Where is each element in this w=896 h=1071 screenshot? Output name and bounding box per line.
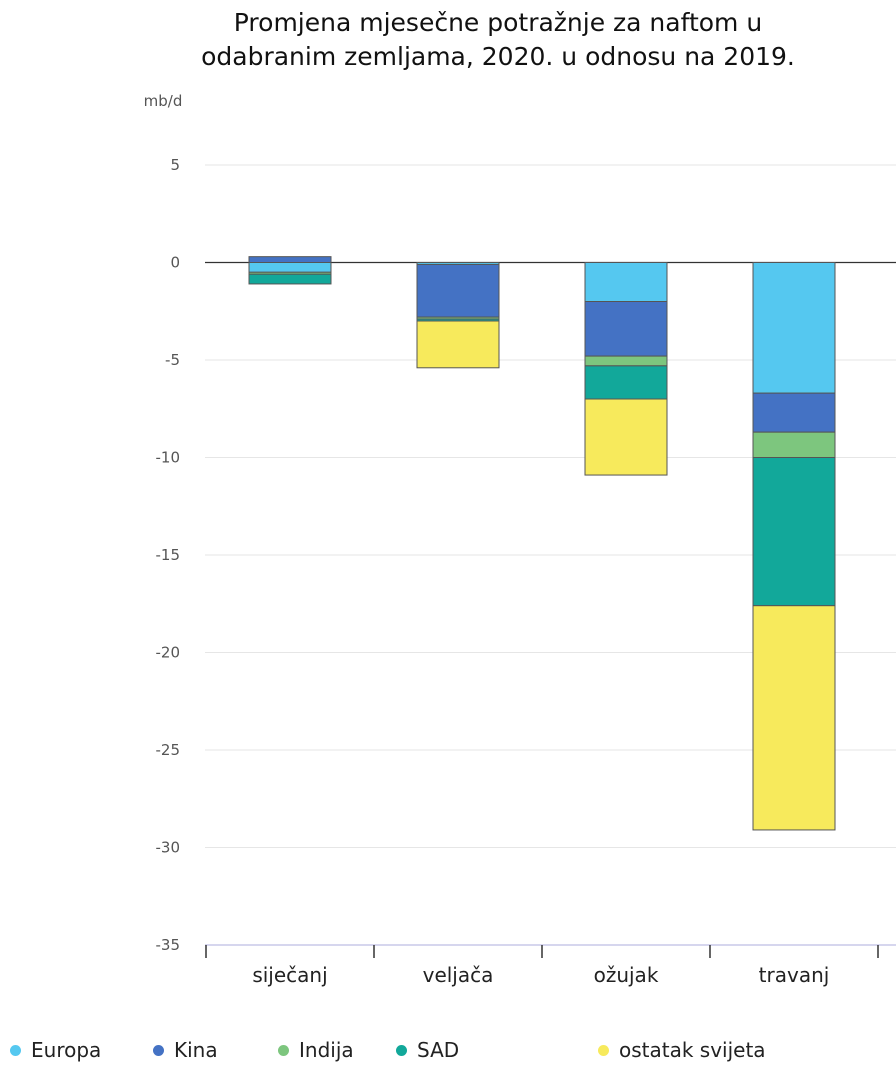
bar-segment xyxy=(248,256,332,263)
legend-label: Europa xyxy=(31,1038,102,1062)
legend-dot-icon xyxy=(10,1044,21,1056)
bar-segment xyxy=(584,398,668,476)
bar-segment xyxy=(248,273,332,285)
bar-segment xyxy=(248,262,332,273)
bar-segment xyxy=(752,605,836,831)
legend-dot-icon xyxy=(598,1044,609,1056)
bar-segment xyxy=(752,392,836,433)
bar-segment xyxy=(584,262,668,302)
stacked-bar-chart: mb/d 5 0 -5 -10 -15 -20 -25 -30 -35 siječanj velj… xyxy=(144,92,896,987)
x-category-label: ožujak xyxy=(594,963,659,987)
bar-segment xyxy=(416,320,500,369)
y-tick-label: 5 xyxy=(170,156,180,174)
y-axis-unit-label: mb/d xyxy=(144,92,183,110)
y-tick-label: -20 xyxy=(156,644,181,662)
legend-item: SAD xyxy=(396,1038,459,1062)
bar-segment xyxy=(584,365,668,400)
chart-title: Promjena mjesečne potražnje za naftom u … xyxy=(0,6,896,74)
chart-legend: Europa Kina Indija SAD ostatak svijeta xyxy=(0,1038,896,1068)
bar-segment xyxy=(752,457,836,607)
legend-label: SAD xyxy=(417,1038,460,1062)
legend-item: Europa xyxy=(10,1038,101,1062)
legend-item: Indija xyxy=(278,1038,354,1062)
y-tick-label: -35 xyxy=(156,936,181,954)
bar-segment xyxy=(416,263,500,318)
x-category-label: siječanj xyxy=(252,963,327,987)
legend-item: Kina xyxy=(153,1038,218,1062)
bar-segment xyxy=(752,431,836,458)
x-category-label: veljača xyxy=(423,963,494,987)
y-tick-label: -15 xyxy=(156,546,181,564)
legend-label: ostatak svijeta xyxy=(619,1038,766,1062)
legend-dot-icon xyxy=(278,1044,289,1056)
legend-label: Kina xyxy=(174,1038,218,1062)
chart-title-line-2: odabranim zemljama, 2020. u odnosu na 20… xyxy=(201,42,795,71)
y-tick-label: 0 xyxy=(170,254,180,272)
legend-label: Indija xyxy=(299,1038,354,1062)
y-tick-label: -5 xyxy=(165,351,180,369)
legend-item: ostatak svijeta xyxy=(598,1038,766,1062)
legend-dot-icon xyxy=(396,1044,407,1056)
chart-title-line-1: Promjena mjesečne potražnje za naftom u xyxy=(233,8,763,37)
y-tick-label: -25 xyxy=(156,741,181,759)
bar-segment xyxy=(752,262,836,394)
y-tick-label: -10 xyxy=(156,449,181,467)
legend-dot-icon xyxy=(153,1044,164,1056)
bar-segment xyxy=(584,355,668,367)
x-category-label: travanj xyxy=(759,963,830,987)
bar-segment xyxy=(584,301,668,357)
y-tick-label: -30 xyxy=(156,839,181,857)
